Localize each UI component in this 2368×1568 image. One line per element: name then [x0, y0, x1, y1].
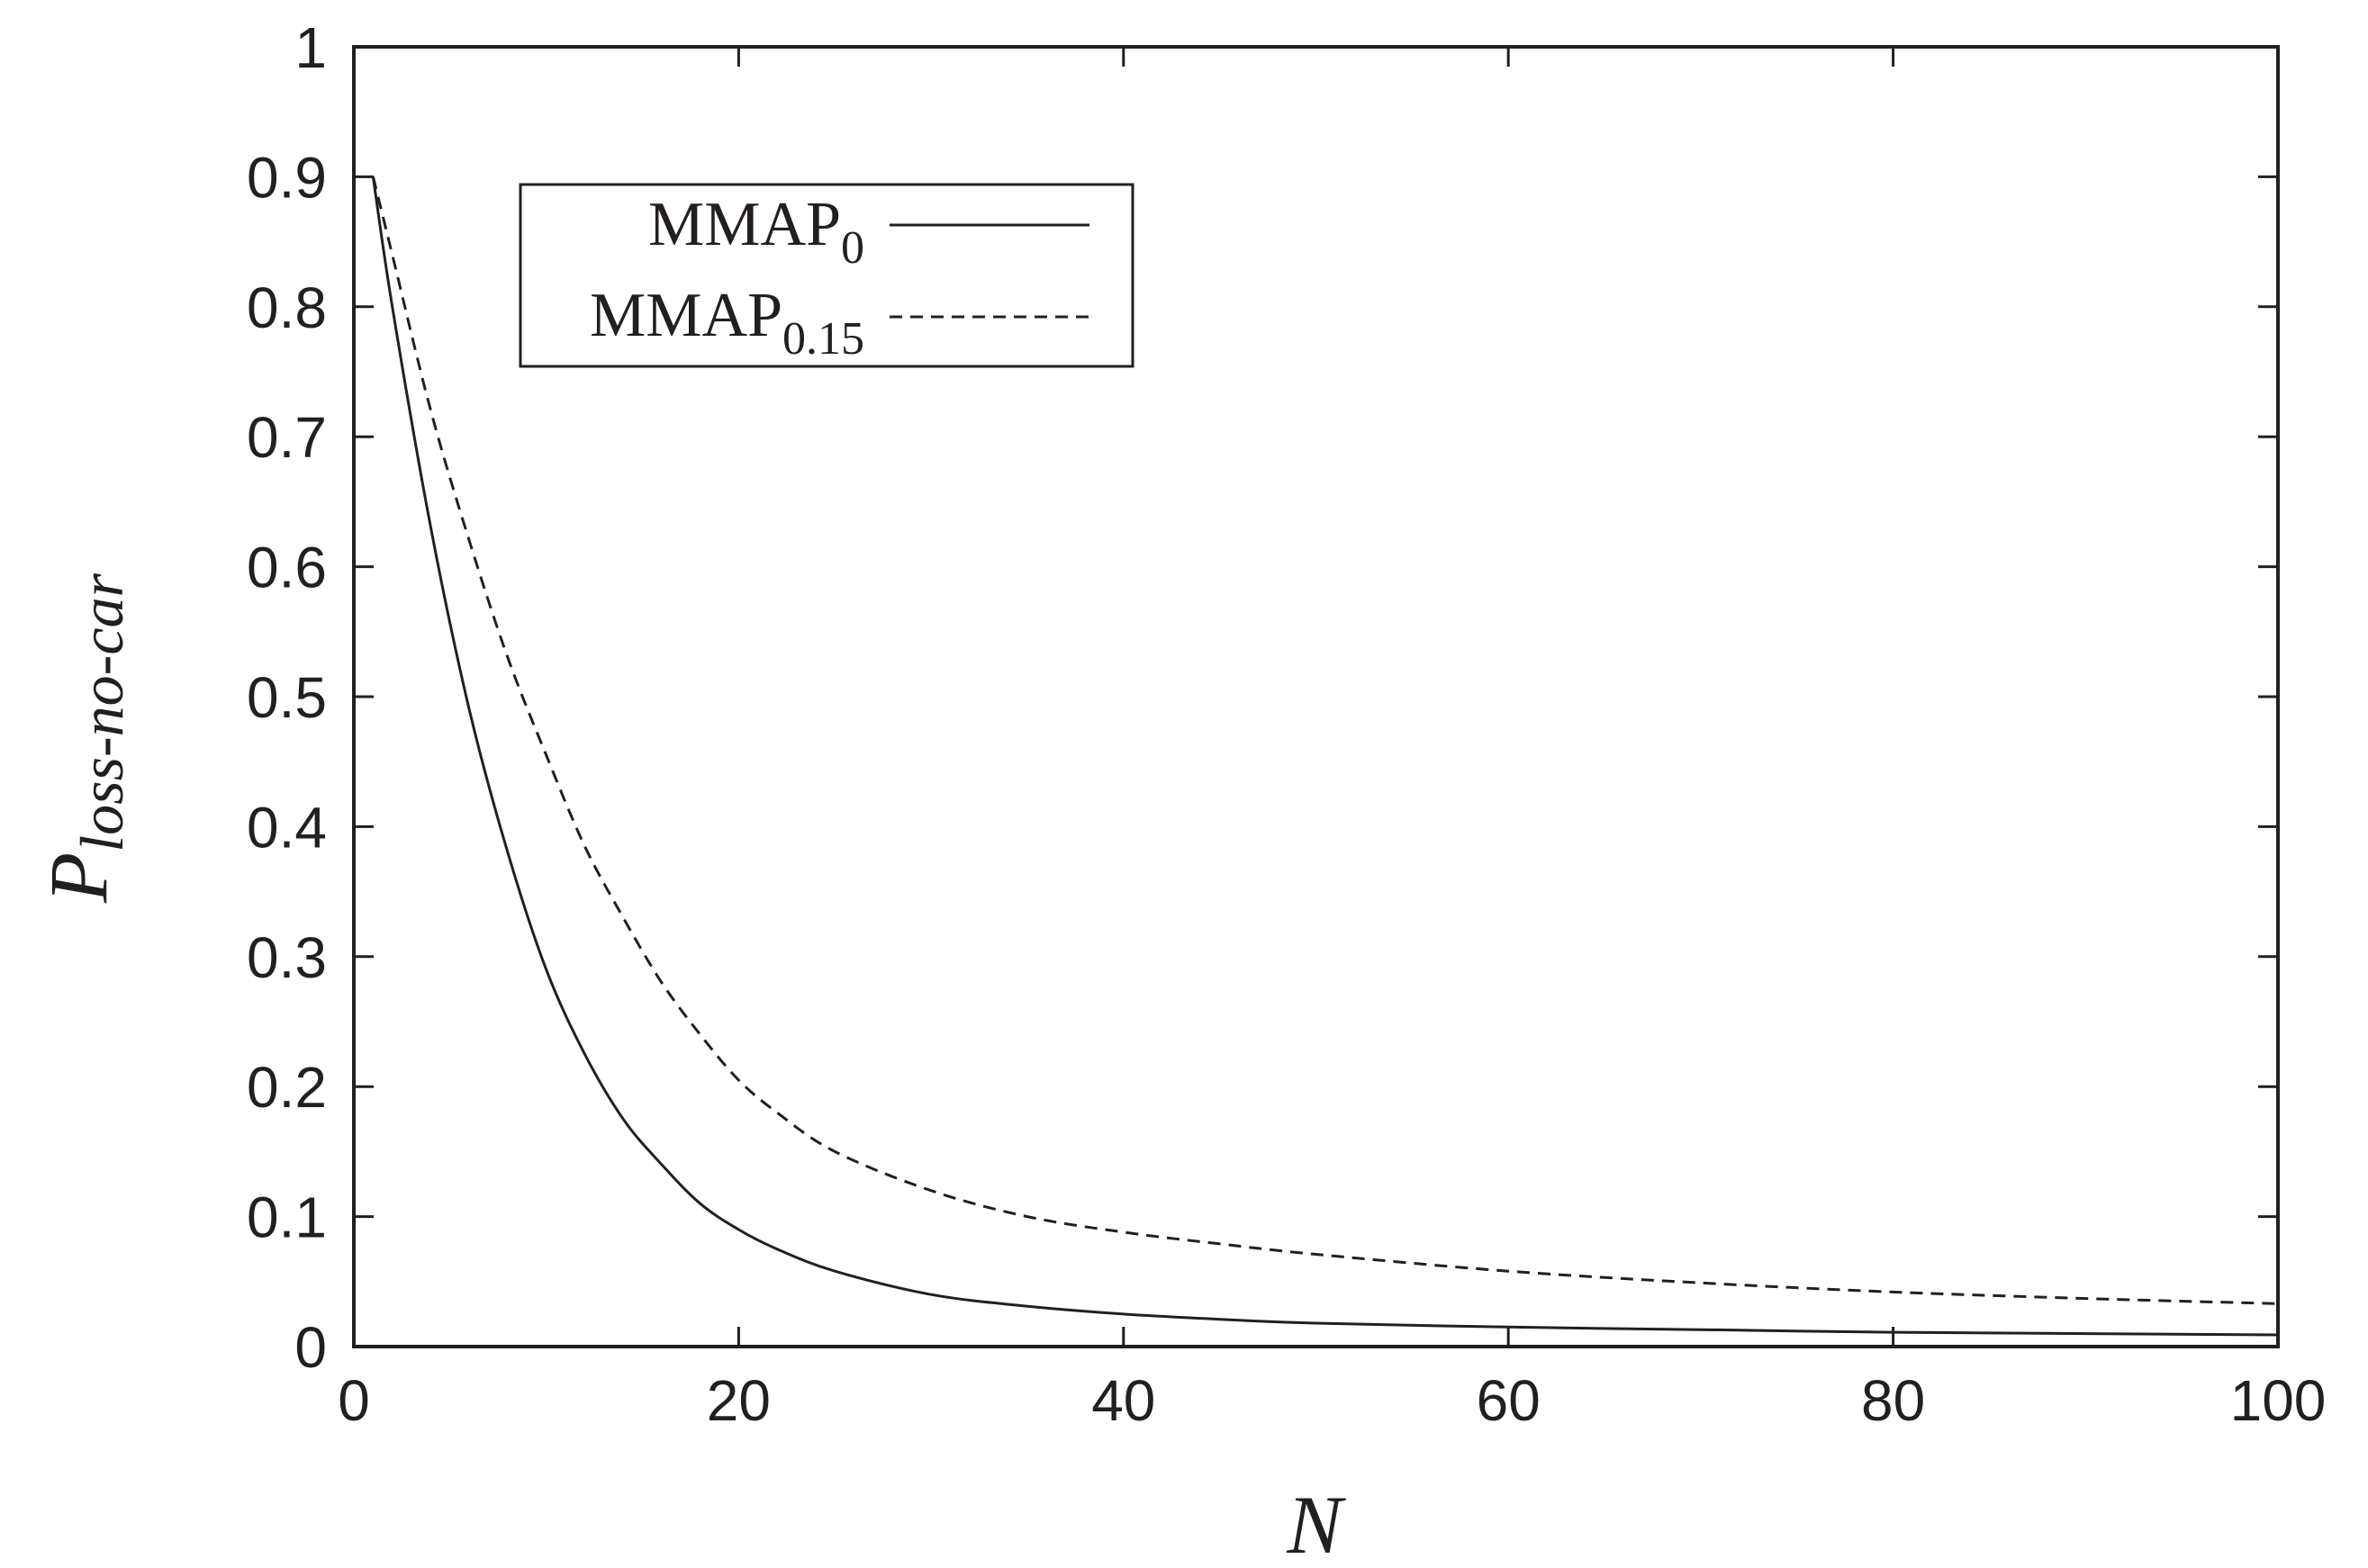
x-tick-label: 60 — [1477, 1368, 1541, 1433]
y-tick-label: 0.6 — [247, 536, 327, 600]
y-tick-label: 0.1 — [247, 1185, 327, 1250]
x-tick-label: 20 — [707, 1368, 771, 1433]
y-tick-label: 0.8 — [247, 275, 327, 340]
y-tick-label: 0.3 — [247, 925, 327, 990]
legend-entry-name-1: MMAP — [590, 281, 782, 350]
x-tick-label: 80 — [1861, 1368, 1925, 1433]
y-tick-label: 0 — [294, 1315, 327, 1380]
legend-entry-subscript-0: 0 — [841, 222, 864, 274]
legend-entry-subscript-1: 0.15 — [782, 313, 864, 365]
series-line-solid — [371, 176, 2279, 1337]
y-tick-label: 0.2 — [247, 1055, 327, 1120]
y-tick-label: 0.9 — [247, 145, 327, 210]
x-tick-labels: 0 20 40 60 80 100 — [338, 1368, 2326, 1433]
legend-box — [519, 183, 1134, 368]
legend-entry-label-1: MMAP0.15 — [590, 281, 864, 365]
y-tick-labels: 0 0.1 0.2 0.3 0.4 0.5 0.6 0.7 0.8 0.9 1 — [247, 15, 327, 1380]
y-tick-label: 0.5 — [247, 665, 327, 730]
y-tick-label: 0.4 — [247, 795, 327, 860]
legend-entry-name-0: MMAP — [648, 190, 841, 259]
x-tick-label: 100 — [2230, 1368, 2327, 1433]
legend-entry-label-0: MMAP0 — [648, 190, 864, 274]
legend: MMAP0 MMAP0.15 — [519, 183, 1134, 368]
series-lines — [371, 176, 2279, 1337]
tick-marks — [352, 45, 2280, 1348]
y-tick-label: 1 — [294, 15, 327, 80]
x-tick-label: 0 — [338, 1368, 370, 1433]
x-axis-title: N — [1286, 1479, 1346, 1568]
y-axis-title-main: P — [32, 852, 124, 904]
y-tick-label: 0.7 — [247, 405, 327, 470]
y-axis-title: Ploss-no-car — [32, 572, 136, 903]
x-tick-label: 40 — [1091, 1368, 1155, 1433]
series-line-dashed — [371, 176, 2279, 1305]
y-axis-title-subscript: loss-no-car — [68, 572, 136, 852]
